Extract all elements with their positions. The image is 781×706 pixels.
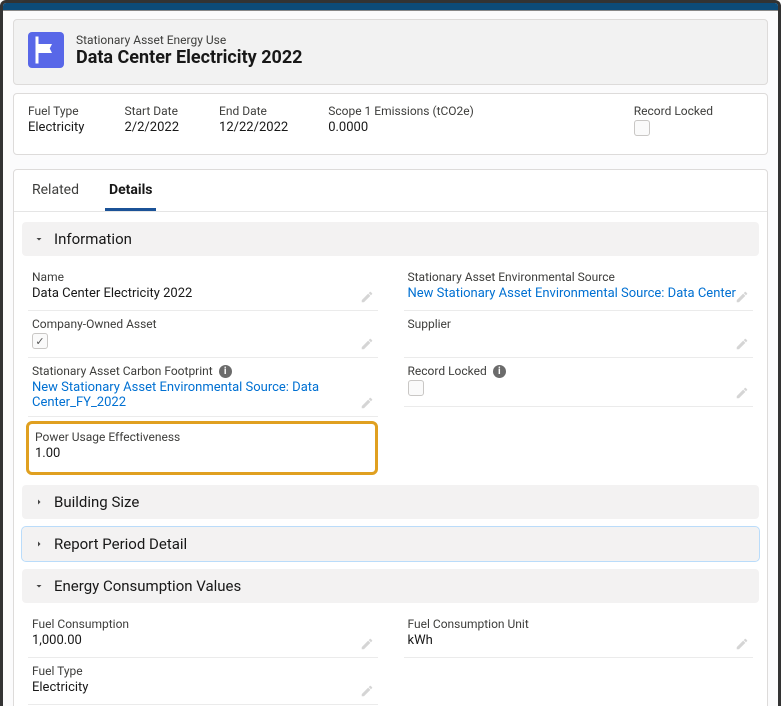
section-information-head[interactable]: Information <box>22 222 759 256</box>
field-pue-value: 1.00 <box>35 446 369 464</box>
tab-details[interactable]: Details <box>105 170 157 211</box>
summary-bar: Fuel Type Electricity Start Date 2/2/202… <box>13 93 768 155</box>
section-building-size: Building Size <box>22 485 759 519</box>
pencil-icon[interactable] <box>360 684 374 698</box>
flag-icon <box>28 32 64 68</box>
field-env-source[interactable]: Stationary Asset Environmental Source Ne… <box>404 264 754 311</box>
field-env-source-label: Stationary Asset Environmental Source <box>408 270 750 284</box>
summary-startdate-value: 2/2/2022 <box>124 120 179 135</box>
chevron-right-icon <box>32 537 46 551</box>
field-fuel-consumption-unit[interactable]: Fuel Consumption Unit kWh <box>404 611 754 658</box>
info-icon[interactable]: i <box>219 365 232 378</box>
section-building-size-title: Building Size <box>54 493 139 511</box>
field-record-locked-label: Record Locked i <box>408 364 750 378</box>
record-header: Stationary Asset Energy Use Data Center … <box>13 19 768 85</box>
field-pue[interactable]: Power Usage Effectiveness 1.00 <box>35 430 369 464</box>
section-energy-consumption-title: Energy Consumption Values <box>54 577 241 595</box>
field-supplier[interactable]: Supplier <box>404 311 754 358</box>
tab-related[interactable]: Related <box>28 170 83 211</box>
carbon-footprint-link[interactable]: New Stationary Asset Environmental Sourc… <box>32 380 319 410</box>
pencil-icon[interactable] <box>735 337 749 351</box>
pue-highlight: Power Usage Effectiveness 1.00 <box>26 421 378 475</box>
field-name-value: Data Center Electricity 2022 <box>32 286 374 304</box>
field-record-locked[interactable]: Record Locked i <box>404 358 754 407</box>
pencil-icon[interactable] <box>735 290 749 304</box>
field-env-source-value[interactable]: New Stationary Asset Environmental Sourc… <box>408 286 750 304</box>
summary-recordlocked-label: Record Locked <box>634 104 713 118</box>
field-fuel-consumption-value: 1,000.00 <box>32 633 374 651</box>
summary-fueltype-label: Fuel Type <box>28 104 84 118</box>
summary-startdate-label: Start Date <box>124 104 179 118</box>
section-information-title: Information <box>54 230 132 248</box>
record-subtitle: Stationary Asset Energy Use <box>76 33 303 47</box>
section-energy-consumption-head[interactable]: Energy Consumption Values <box>22 569 759 603</box>
field-fuel-type-value: Electricity <box>32 680 374 698</box>
pencil-icon[interactable] <box>360 290 374 304</box>
pencil-icon[interactable] <box>360 637 374 651</box>
section-report-period: Report Period Detail <box>22 527 759 561</box>
summary-scope1-label: Scope 1 Emissions (tCO2e) <box>328 104 594 118</box>
field-fuel-consumption-unit-value: kWh <box>408 633 750 651</box>
summary-enddate-value: 12/22/2022 <box>219 120 288 135</box>
pencil-icon[interactable] <box>360 396 374 410</box>
pencil-icon[interactable] <box>360 337 374 351</box>
section-information: Information Name Data Center Electricity… <box>22 222 759 477</box>
env-source-link[interactable]: New Stationary Asset Environmental Sourc… <box>408 286 736 301</box>
field-name-label: Name <box>32 270 374 284</box>
field-company-owned[interactable]: Company-Owned Asset ✓ <box>28 311 378 358</box>
chevron-down-icon <box>32 579 46 593</box>
record-title: Data Center Electricity 2022 <box>76 47 303 68</box>
section-energy-consumption: Energy Consumption Values Fuel Consumpti… <box>22 569 759 706</box>
summary-fueltype-value: Electricity <box>28 120 84 135</box>
field-supplier-label: Supplier <box>408 317 750 331</box>
field-carbon-footprint[interactable]: Stationary Asset Carbon Footprint i New … <box>28 358 378 417</box>
field-fuel-type[interactable]: Fuel Type Electricity <box>28 658 378 705</box>
pencil-icon[interactable] <box>735 637 749 651</box>
record-locked-checkbox[interactable] <box>408 380 424 396</box>
window-top-strip <box>3 3 778 11</box>
company-owned-checkbox[interactable]: ✓ <box>32 333 48 349</box>
field-carbon-footprint-label: Stationary Asset Carbon Footprint i <box>32 364 374 378</box>
info-icon[interactable]: i <box>493 365 506 378</box>
section-report-period-head[interactable]: Report Period Detail <box>22 527 759 561</box>
summary-recordlocked-checkbox[interactable] <box>634 120 650 136</box>
field-company-owned-label: Company-Owned Asset <box>32 317 374 331</box>
summary-scope1-value: 0.0000 <box>328 120 594 135</box>
field-fuel-consumption[interactable]: Fuel Consumption 1,000.00 <box>28 611 378 658</box>
field-fuel-type-label: Fuel Type <box>32 664 374 678</box>
summary-enddate-label: End Date <box>219 104 288 118</box>
tabs: Related Details <box>14 170 767 212</box>
field-pue-label: Power Usage Effectiveness <box>35 430 369 444</box>
field-fuel-consumption-unit-label: Fuel Consumption Unit <box>408 617 750 631</box>
section-building-size-head[interactable]: Building Size <box>22 485 759 519</box>
section-report-period-title: Report Period Detail <box>54 535 187 553</box>
pencil-icon[interactable] <box>735 386 749 400</box>
field-carbon-footprint-value[interactable]: New Stationary Asset Environmental Sourc… <box>32 380 374 410</box>
field-supplier-value <box>408 333 750 351</box>
field-name[interactable]: Name Data Center Electricity 2022 <box>28 264 378 311</box>
chevron-right-icon <box>32 495 46 509</box>
chevron-down-icon <box>32 232 46 246</box>
field-fuel-consumption-label: Fuel Consumption <box>32 617 374 631</box>
